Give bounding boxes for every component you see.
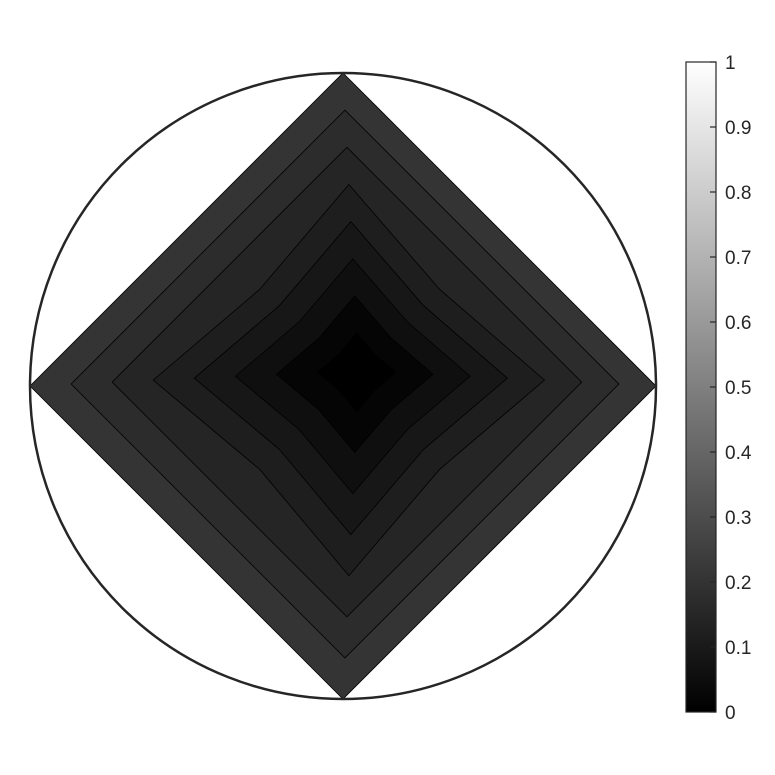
- colorbar-tick-label: 0.4: [725, 443, 752, 464]
- colorbar-tick-label: 0.6: [725, 313, 751, 334]
- colorbar-tick-label: 0.9: [725, 118, 751, 139]
- colorbar: 0 0.1 0.2 0.3 0.4 0.5 0.6 0.7 0.8 0.9 1: [685, 53, 752, 724]
- colorbar-tick-label: 0.8: [725, 183, 751, 204]
- colorbar-tick-label: 1: [725, 53, 736, 74]
- colorbar-tick-label: 0.1: [725, 638, 751, 659]
- colorbar-tick-label: 0.2: [725, 573, 751, 594]
- colorbar-tick-label: 0.3: [725, 508, 751, 529]
- colorbar-ticks: 0 0.1 0.2 0.3 0.4 0.5 0.6 0.7 0.8 0.9 1: [710, 53, 752, 724]
- colorbar-tick-label: 0.5: [725, 378, 751, 399]
- domain-boundary-circle: [28, 71, 658, 701]
- contour-band-7: [316, 332, 397, 413]
- colorbar-tick-label: 0.7: [725, 248, 751, 269]
- contour-region: [29, 72, 657, 700]
- colorbar-tick-label: 0: [725, 703, 736, 724]
